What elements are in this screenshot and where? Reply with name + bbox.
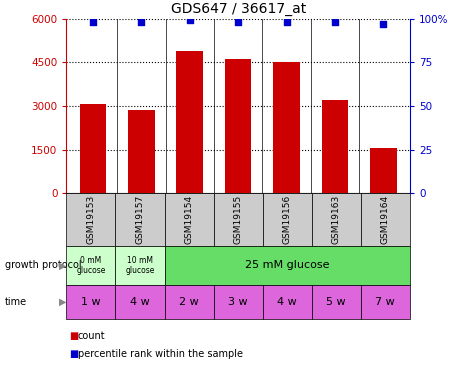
Bar bbox=[370, 148, 397, 193]
Text: 2 w: 2 w bbox=[179, 297, 199, 307]
Text: 4 w: 4 w bbox=[130, 297, 150, 307]
Text: ▶: ▶ bbox=[59, 260, 66, 270]
Bar bbox=[225, 59, 251, 193]
Text: GSM19157: GSM19157 bbox=[136, 195, 145, 244]
Text: GSM19155: GSM19155 bbox=[234, 195, 243, 244]
Bar bbox=[273, 62, 300, 193]
Bar bbox=[176, 51, 203, 193]
Point bbox=[234, 19, 242, 25]
Point bbox=[186, 18, 193, 24]
Text: GSM19153: GSM19153 bbox=[87, 195, 95, 244]
Bar bbox=[322, 100, 348, 193]
Text: 3 w: 3 w bbox=[229, 297, 248, 307]
Text: 25 mM glucose: 25 mM glucose bbox=[245, 260, 329, 270]
Text: ■: ■ bbox=[69, 331, 78, 340]
Text: ▶: ▶ bbox=[59, 297, 66, 307]
Text: 0 mM
glucose: 0 mM glucose bbox=[76, 256, 106, 275]
Text: 10 mM
glucose: 10 mM glucose bbox=[125, 256, 155, 275]
Point bbox=[380, 21, 387, 27]
Text: 1 w: 1 w bbox=[81, 297, 101, 307]
Text: growth protocol: growth protocol bbox=[5, 260, 81, 270]
Title: GDS647 / 36617_at: GDS647 / 36617_at bbox=[170, 2, 306, 16]
Text: 4 w: 4 w bbox=[278, 297, 297, 307]
Text: 5 w: 5 w bbox=[327, 297, 346, 307]
Text: percentile rank within the sample: percentile rank within the sample bbox=[78, 349, 243, 358]
Point bbox=[138, 19, 145, 25]
Bar bbox=[128, 110, 155, 193]
Text: GSM19154: GSM19154 bbox=[185, 195, 194, 244]
Text: GSM19156: GSM19156 bbox=[283, 195, 292, 244]
Bar bbox=[80, 105, 106, 193]
Point bbox=[331, 19, 338, 25]
Text: ■: ■ bbox=[69, 349, 78, 358]
Point bbox=[283, 19, 290, 25]
Text: count: count bbox=[78, 331, 105, 340]
Text: time: time bbox=[5, 297, 27, 307]
Text: 7 w: 7 w bbox=[376, 297, 395, 307]
Text: GSM19163: GSM19163 bbox=[332, 195, 341, 244]
Point bbox=[89, 19, 97, 25]
Text: GSM19164: GSM19164 bbox=[381, 195, 390, 244]
